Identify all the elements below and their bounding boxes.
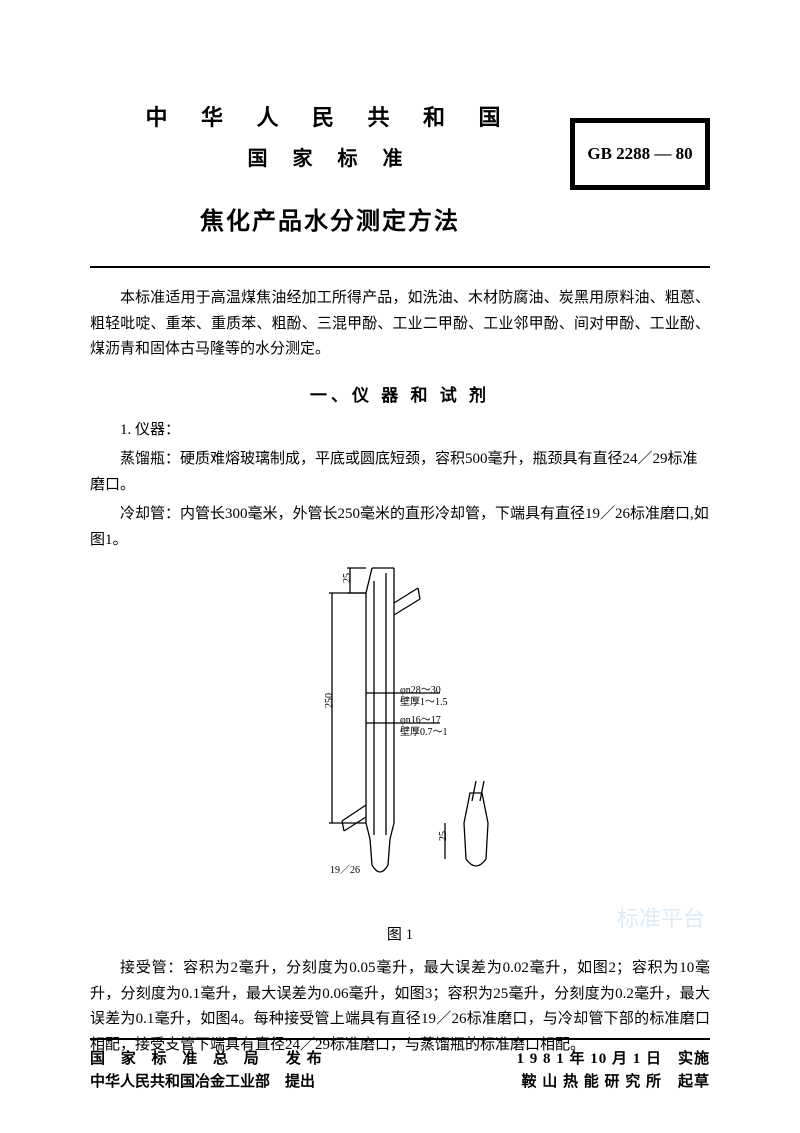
annot-2b: 壁厚0.7～1 xyxy=(400,723,448,738)
dim-main: 250 xyxy=(324,693,335,708)
annot-1b: 壁厚1～1.5 xyxy=(400,693,448,708)
divider-top xyxy=(90,266,710,268)
section-1-heading: 一、仪 器 和 试 剂 xyxy=(90,381,710,406)
drafter: 鞍 山 热 能 研 究 所 起草 xyxy=(521,1071,710,1094)
item-1-flask: 蒸馏瓶：硬质难熔玻璃制成，平底或圆底短颈，容积500毫升，瓶颈具有直径24／29… xyxy=(90,447,710,498)
doc-title: 焦化产品水分测定方法 xyxy=(90,201,570,236)
figure-1: 25 250 25 19／26 φn28～30 壁厚1～1.5 φn16～17 … xyxy=(270,563,530,913)
scope-paragraph: 本标准适用于高温煤焦油经加工所得产品，如洗油、木材防腐油、炭黑用原料油、粗蒽、粗… xyxy=(90,286,710,363)
footer-row-2: 中华人民共和国冶金工业部 提出 鞍 山 热 能 研 究 所 起草 xyxy=(90,1071,710,1094)
joint-label: 19／26 xyxy=(330,861,360,876)
item-1-label: 1. 仪器： xyxy=(90,418,710,444)
figure-1-caption: 图 1 xyxy=(90,923,710,944)
standard-code-box: GB 2288 — 80 xyxy=(570,118,710,190)
footer-section: 国 家 标 准 总 局 发布 1 9 8 1 年 10 月 1 日 实施 中华人… xyxy=(90,1030,710,1093)
header-section: 中 华 人 民 共 和 国 国 家 标 准 焦化产品水分测定方法 GB 2288… xyxy=(90,100,710,236)
standard-type: 国 家 标 准 xyxy=(90,142,570,171)
publisher-2: 中华人民共和国冶金工业部 提出 xyxy=(90,1071,315,1094)
implement-date: 1 9 8 1 年 10 月 1 日 实施 xyxy=(516,1048,710,1071)
country-line: 中 华 人 民 共 和 国 xyxy=(90,100,570,132)
dim-top: 25 xyxy=(342,573,353,583)
dim-bottom: 25 xyxy=(438,831,449,841)
publisher-1: 国 家 标 准 总 局 发布 xyxy=(90,1048,328,1071)
standard-code: GB 2288 — 80 xyxy=(587,144,692,164)
divider-footer xyxy=(90,1038,710,1040)
item-1-condenser: 冷却管：内管长300毫米，外管长250毫米的直形冷却管，下端具有直径19／26标… xyxy=(90,502,710,553)
footer-row-1: 国 家 标 准 总 局 发布 1 9 8 1 年 10 月 1 日 实施 xyxy=(90,1048,710,1071)
